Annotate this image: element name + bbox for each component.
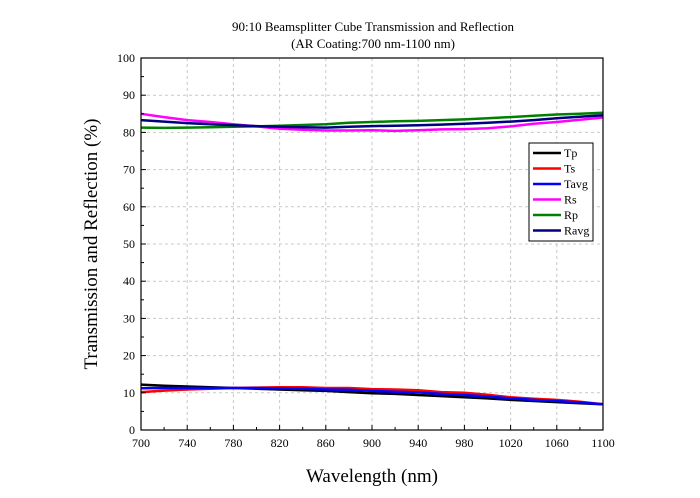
x-tick-label: 780: [224, 436, 242, 450]
x-tick-label: 1020: [499, 436, 523, 450]
x-tick-label: 940: [409, 436, 427, 450]
series-lines: [140, 111, 604, 406]
legend-label-tp: Tp: [564, 146, 577, 160]
y-tick-label: 70: [123, 163, 135, 177]
x-tick-label: 700: [132, 436, 150, 450]
series-line-rs: [140, 112, 604, 133]
x-tick-label: 860: [317, 436, 335, 450]
x-tick-label: 980: [455, 436, 473, 450]
x-tick-label: 1060: [545, 436, 569, 450]
y-axis-label: Transmission and Reflection (%): [81, 118, 102, 369]
y-tick-label: 100: [117, 51, 135, 65]
axis-ticks: [140, 57, 604, 431]
y-tick-label: 80: [123, 125, 135, 139]
series-line-ravg: [140, 114, 604, 129]
series-line-tavg: [140, 386, 604, 406]
series-line-rp: [140, 111, 604, 130]
y-tick-label: 20: [123, 349, 135, 363]
x-tick-label: 820: [271, 436, 289, 450]
legend-box: [528, 142, 594, 242]
chart-subtitle: (AR Coating:700 nm-1100 nm): [291, 36, 455, 51]
x-tick-labels: 700 740 780 820 860 900 940 980 1020 1060 1100: [132, 436, 615, 450]
y-tick-label: 0: [129, 423, 135, 437]
y-tick-label: 40: [123, 274, 135, 288]
legend-label-ravg: Ravg: [564, 224, 589, 238]
y-tick-label: 10: [123, 386, 135, 400]
y-tick-labels: 0 10 20 30 40 50 60 70 80 90 100: [117, 51, 135, 437]
y-tick-label: 50: [123, 237, 135, 251]
x-tick-label: 740: [178, 436, 196, 450]
x-axis-label: Wavelength (nm): [306, 466, 438, 487]
y-tick-label: 60: [123, 200, 135, 214]
y-tick-label: 90: [123, 88, 135, 102]
chart-title: 90:10 Beamsplitter Cube Transmission and…: [232, 19, 515, 34]
legend-label-tavg: Tavg: [564, 177, 588, 191]
legend-label-rp: Rp: [564, 208, 578, 222]
y-tick-label: 30: [123, 311, 135, 325]
legend-label-ts: Ts: [564, 162, 575, 176]
legend-label-rs: Rs: [564, 193, 577, 207]
x-tick-label: 900: [363, 436, 381, 450]
x-tick-label: 1100: [591, 436, 615, 450]
grid: [141, 58, 603, 430]
